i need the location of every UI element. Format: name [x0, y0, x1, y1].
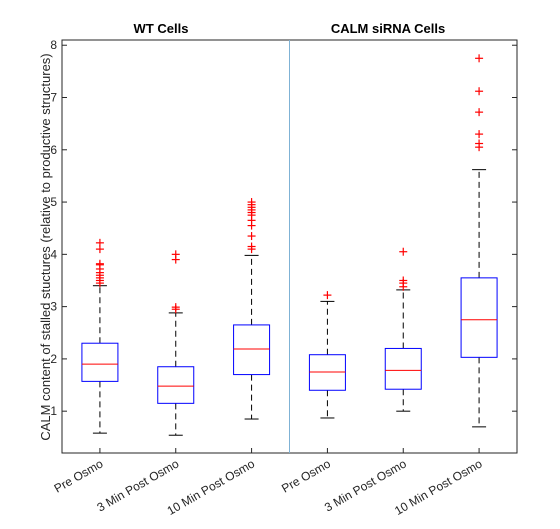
x-tick-label: Pre Osmo	[52, 456, 106, 495]
box-iqr	[308, 354, 346, 391]
outlier-marker	[475, 108, 484, 117]
box-iqr	[384, 347, 422, 390]
y-tick-label: 2	[50, 352, 57, 366]
y-tick-label: 1	[50, 404, 57, 418]
group-title-wt: WT Cells	[134, 21, 189, 36]
box-group	[384, 247, 422, 412]
box-group	[81, 238, 119, 434]
outlier-marker	[95, 259, 104, 268]
box-group	[460, 54, 498, 428]
y-tick-label: 5	[50, 195, 57, 209]
outlier-marker	[323, 291, 332, 300]
y-tick-label: 4	[50, 247, 57, 261]
box-iqr	[460, 277, 498, 358]
outlier-marker	[399, 247, 408, 256]
x-tick-label: Pre Osmo	[279, 456, 333, 495]
outlier-marker	[95, 238, 104, 247]
y-tick-label: 3	[50, 300, 57, 314]
box-group	[308, 291, 346, 419]
outlier-marker	[475, 87, 484, 96]
outlier-marker	[475, 54, 484, 63]
box-group	[233, 198, 271, 420]
box-iqr	[81, 342, 119, 382]
outlier-marker	[399, 276, 408, 285]
group-title-calm-sirna: CALM siRNA Cells	[331, 21, 445, 36]
box-iqr	[233, 324, 271, 376]
box-iqr	[157, 366, 195, 404]
outlier-marker	[475, 139, 484, 148]
y-tick-label: 7	[50, 91, 57, 105]
y-axis-label: CALM content of stalled stuctures (relat…	[38, 53, 53, 440]
y-tick-label: 6	[50, 143, 57, 157]
y-tick-label: 8	[50, 38, 57, 52]
outlier-marker	[171, 250, 180, 259]
outlier-marker	[475, 130, 484, 139]
box-group	[157, 250, 195, 436]
outlier-marker	[171, 303, 180, 312]
outlier-marker	[247, 242, 256, 251]
outlier-marker	[247, 198, 256, 207]
outlier-marker	[247, 232, 256, 241]
